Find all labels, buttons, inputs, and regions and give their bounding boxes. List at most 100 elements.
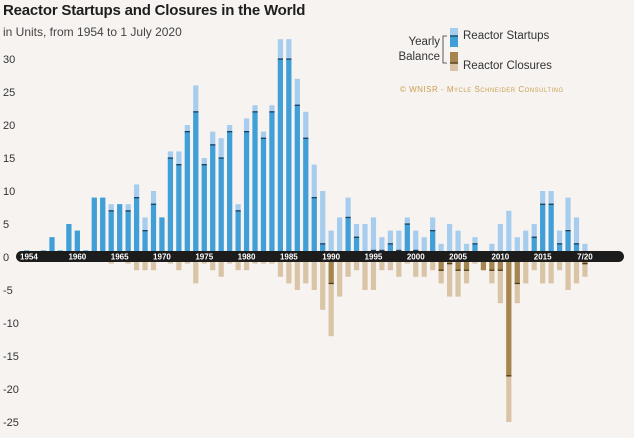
y-tick-label: -15 (3, 351, 19, 363)
balance-bar-positive (66, 224, 72, 257)
y-tick-label: 10 (3, 186, 15, 198)
y-tick-label: 15 (3, 153, 15, 165)
y-tick-label: 5 (3, 219, 9, 231)
balance-bar-positive (227, 131, 233, 257)
closure-bar (413, 257, 419, 277)
legend-balance-bracket (442, 35, 447, 64)
closure-bar (303, 257, 309, 284)
balance-marker (150, 203, 157, 205)
balance-bar-positive (74, 230, 80, 257)
closure-bar (235, 257, 241, 271)
x-tick-label: 1954 (20, 253, 38, 262)
balance-marker (514, 282, 520, 285)
legend-startups-swatch-dark (450, 36, 458, 47)
balance-bar-positive (201, 164, 207, 257)
legend-closures-marker (450, 62, 458, 64)
balance-marker (447, 263, 453, 265)
balance-bar-positive (277, 59, 283, 257)
balance-marker (531, 236, 537, 238)
closure-bar (582, 257, 588, 277)
legend-balance-label: Balance (398, 51, 440, 63)
balance-bar-positive (320, 243, 326, 257)
closure-bar (218, 257, 224, 277)
closure-bar (379, 257, 385, 271)
balance-bar-positive (430, 230, 436, 257)
startup-bar (421, 237, 427, 257)
startup-bar (396, 230, 402, 257)
closure-bar (176, 257, 182, 271)
startup-bar (447, 224, 453, 257)
balance-bar-positive (184, 131, 190, 257)
closure-bar (337, 257, 343, 297)
closure-bar (565, 257, 571, 290)
balance-marker (286, 58, 292, 60)
startup-bar (379, 237, 385, 257)
startup-bar (413, 230, 419, 257)
balance-bar-negative (328, 257, 334, 284)
balance-bar-positive (125, 210, 131, 257)
chart-title: Reactor Startups and Closures in the Wor… (3, 2, 306, 19)
startup-bar (463, 243, 470, 257)
balance-marker (379, 249, 385, 252)
closure-bar (362, 257, 368, 290)
startup-bar (506, 210, 512, 257)
balance-marker (176, 164, 182, 166)
balance-marker (353, 236, 360, 238)
balance-marker (210, 144, 216, 146)
closure-bar (387, 257, 393, 271)
legend-yearly-balance-label: Yearly Balance (396, 35, 440, 65)
balance-marker (404, 223, 410, 225)
legend-closures-label: Reactor Closures (463, 60, 552, 72)
balance-marker (201, 164, 207, 166)
closure-bar (540, 257, 546, 284)
balance-bar-positive (91, 197, 97, 257)
balance-marker (506, 375, 512, 377)
y-tick-label: 25 (3, 87, 15, 99)
x-axis-band (16, 251, 624, 262)
startup-bar (565, 197, 571, 257)
balance-marker (387, 243, 393, 245)
balance-bar-negative (497, 257, 503, 271)
balance-bar-positive (100, 197, 106, 257)
balance-bar-positive (150, 204, 157, 257)
balance-marker (235, 210, 241, 212)
balance-marker (193, 111, 199, 113)
closure-bar (150, 257, 157, 271)
closure-bar (396, 257, 402, 277)
balance-marker (125, 210, 131, 212)
balance-bar-positive (117, 204, 123, 257)
balance-bar-positive (142, 230, 148, 257)
balance-marker (548, 203, 554, 205)
balance-bar-positive (311, 197, 317, 257)
y-tick-label: -20 (3, 384, 19, 396)
closure-bar (531, 257, 537, 271)
balance-bar-positive (548, 204, 554, 257)
closure-bar (311, 257, 317, 290)
startup-bar (337, 217, 343, 257)
startup-bar (328, 230, 334, 257)
balance-bar-positive (556, 243, 563, 257)
y-tick-label: -25 (3, 417, 19, 429)
balance-marker (252, 111, 258, 113)
x-tick-label: 7/20 (577, 253, 593, 262)
x-tick-label: 1970 (153, 253, 171, 262)
balance-bar-positive (573, 243, 580, 257)
balance-bar-negative (480, 257, 487, 271)
balance-bar-positive (353, 237, 360, 257)
balance-bar-positive (286, 59, 292, 257)
closure-bar (548, 257, 554, 284)
x-tick-label: 1960 (68, 253, 86, 262)
balance-bar-positive (167, 158, 174, 257)
balance-bar-positive (235, 210, 241, 257)
balance-marker (565, 230, 571, 232)
balance-bar-positive (472, 243, 478, 257)
y-tick-label: 20 (3, 120, 15, 132)
x-tick-label: 2000 (407, 253, 425, 262)
x-tick-label: 1985 (280, 253, 298, 262)
x-tick-label: 1975 (195, 253, 213, 262)
startup-bar (320, 191, 326, 257)
startup-bar (438, 243, 444, 257)
balance-marker (227, 131, 233, 133)
balance-marker (320, 243, 326, 245)
closure-bar (320, 257, 326, 310)
